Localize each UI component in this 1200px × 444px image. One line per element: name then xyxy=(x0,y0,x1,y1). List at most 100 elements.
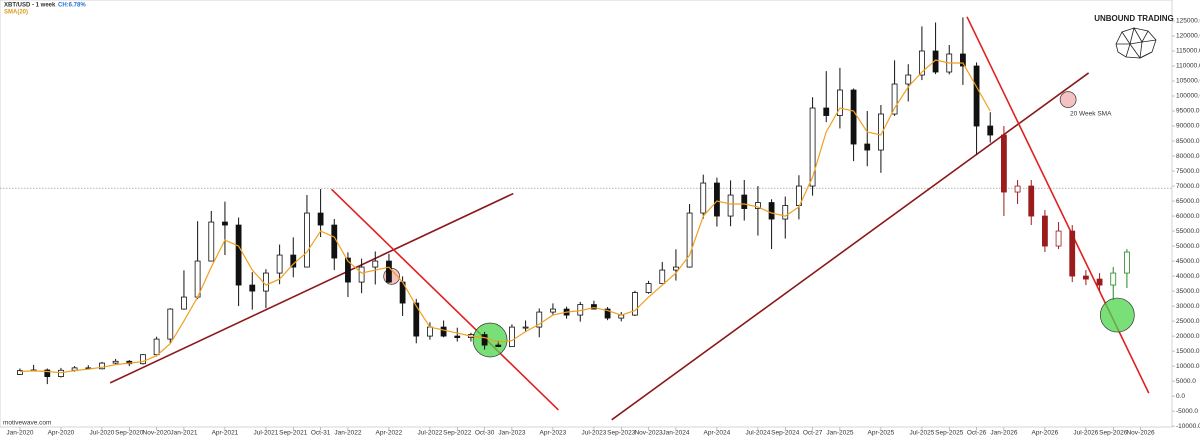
y-tick-label: 10000.0 xyxy=(1176,363,1200,370)
x-tick-label: Oct-30 xyxy=(475,430,495,437)
x-tick-label: Nov-2026 xyxy=(1126,430,1155,437)
candle-body xyxy=(17,370,23,375)
candle-body xyxy=(386,260,392,283)
candle-body xyxy=(58,369,64,377)
candle-body xyxy=(522,326,529,329)
sma-line xyxy=(19,59,991,374)
y-tick-label: 15000.0 xyxy=(1176,348,1200,355)
candle-body xyxy=(263,272,269,292)
y-tick-label: 115000.0 xyxy=(1176,48,1200,55)
candle-body xyxy=(427,326,433,337)
candle-body xyxy=(194,260,201,298)
candle-body xyxy=(290,254,297,268)
candle-body xyxy=(1055,230,1062,247)
x-tick-label: Nov-2023 xyxy=(634,430,663,437)
candle-body xyxy=(864,143,871,151)
candle-body xyxy=(755,202,761,209)
x-tick-label: Jan-2022 xyxy=(334,430,361,437)
x-tick-label: Apr-2026 xyxy=(1032,430,1059,437)
candle-body xyxy=(304,212,310,268)
x-tick-label: Apr-2024 xyxy=(704,430,731,437)
chart-subtitle: CH:6.78% xyxy=(58,3,86,9)
y-tick-label: 125000.0 xyxy=(1176,18,1200,25)
candle-body xyxy=(1110,272,1117,286)
candle-body xyxy=(235,224,242,286)
candle-body xyxy=(331,224,338,259)
overlays xyxy=(109,16,1150,421)
x-tick-label: Apr-2020 xyxy=(48,430,75,437)
x-tick-label: Jul-2025 xyxy=(909,430,934,437)
candle-body xyxy=(358,266,365,283)
x-tick-label: Oct-27 xyxy=(803,430,823,437)
candle-body xyxy=(481,334,488,346)
candle-body xyxy=(741,194,748,209)
candle-body xyxy=(317,212,324,226)
x-tick-label: Jul-2020 xyxy=(89,430,114,437)
x-tick-label: Sep-2025 xyxy=(935,430,964,437)
y-tick-label: 90000.0 xyxy=(1176,123,1200,130)
x-tick-label: Apr-2025 xyxy=(868,430,895,437)
candle-body xyxy=(372,260,379,268)
candle-body xyxy=(714,182,720,217)
highlight-circle xyxy=(1099,297,1135,333)
x-tick-label: Oct-26 xyxy=(967,430,987,437)
trend-line xyxy=(109,192,514,384)
x-tick-label: Sep-2020 xyxy=(115,430,144,437)
candle-body xyxy=(987,125,994,136)
indicator-label: SMA(20) xyxy=(4,10,28,16)
plot-frame xyxy=(0,0,1173,428)
source: motivewave.com xyxy=(3,420,51,427)
y-tick-label: 70000.0 xyxy=(1176,183,1200,190)
x-tick-label: Jul-2023 xyxy=(581,430,606,437)
candle-body xyxy=(249,284,256,292)
candle-body xyxy=(99,362,105,370)
y-tick-label: 80000.0 xyxy=(1176,153,1200,160)
x-tick-label: Sep-2024 xyxy=(771,430,800,437)
candle-body xyxy=(960,53,966,67)
trend-line xyxy=(611,72,1090,421)
candle-body xyxy=(1028,185,1035,217)
y-tick-label: 50000.0 xyxy=(1176,243,1200,250)
candle-body xyxy=(440,326,447,337)
x-tick-label: Sep-2023 xyxy=(607,430,636,437)
x-tick-label: Jan-2021 xyxy=(170,430,197,437)
y-tick-label: 30000.0 xyxy=(1176,303,1200,310)
candle-body xyxy=(727,194,734,217)
candle-body xyxy=(850,89,857,145)
candle-body xyxy=(413,302,420,337)
y-tick-label: 25000.0 xyxy=(1176,318,1200,325)
y-tick-label: 40000.0 xyxy=(1176,273,1200,280)
candle-body xyxy=(645,283,652,293)
y-tick-label: 55000.0 xyxy=(1176,228,1200,235)
candle-body xyxy=(1042,215,1048,247)
x-tick-label: Jul-2022 xyxy=(417,430,442,437)
x-tick-label: Jan-2026 xyxy=(990,430,1017,437)
candle-body xyxy=(673,266,679,271)
candle-body xyxy=(495,344,502,347)
candle-body xyxy=(878,113,884,151)
candle-body xyxy=(604,308,611,319)
candle-body xyxy=(112,360,119,364)
x-tick-label: Apr-2022 xyxy=(376,430,403,437)
candle-body xyxy=(823,107,830,116)
candle-body xyxy=(167,308,174,340)
x-tick-label: Jul-2026 xyxy=(1073,430,1098,437)
x-tick-label: Jan-2024 xyxy=(662,430,689,437)
candle-body xyxy=(891,83,898,115)
y-tick-label: 120000.0 xyxy=(1176,33,1200,40)
candle-body xyxy=(208,221,215,262)
y-tick-label: 75000.0 xyxy=(1176,168,1200,175)
candle-body xyxy=(782,205,789,220)
y-tick-label: -5000.0 xyxy=(1176,408,1198,415)
y-tick-label: 0.0 xyxy=(1176,393,1185,400)
y-tick-label: 45000.0 xyxy=(1176,258,1200,265)
y-tick-label: 5000.0 xyxy=(1176,378,1196,385)
x-tick-label: Jul-2024 xyxy=(745,430,770,437)
candle-body xyxy=(536,311,543,328)
y-tick-label: 35000.0 xyxy=(1176,288,1200,295)
candle-body xyxy=(1069,230,1076,277)
y-tick-label: 85000.0 xyxy=(1176,138,1200,145)
candle-body xyxy=(140,354,146,365)
highlight-circle xyxy=(1059,91,1077,108)
